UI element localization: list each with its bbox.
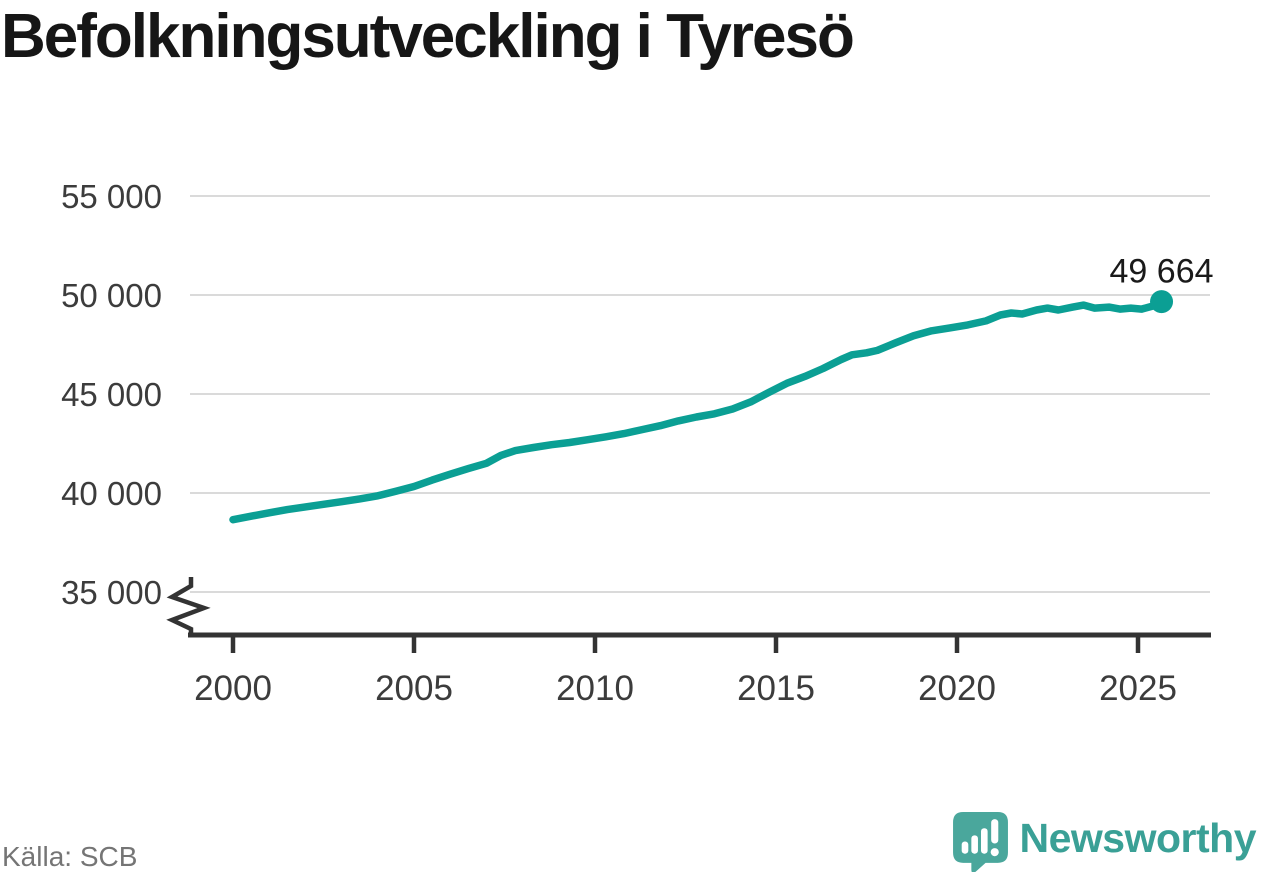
x-tick-label: 2020 xyxy=(918,669,996,708)
end-value-label: 49 664 xyxy=(1110,253,1214,291)
newsworthy-speech-bubble-bar-chart-icon xyxy=(952,812,1008,872)
newsworthy-logo: Newsworthy xyxy=(952,811,1257,872)
axis-break-icon xyxy=(166,577,211,635)
source-label: Källa: SCB xyxy=(2,841,138,872)
y-tick-label: 50 000 xyxy=(61,277,162,314)
newsworthy-logo-text: Newsworthy xyxy=(1019,815,1257,861)
x-tick-label: 2010 xyxy=(556,669,634,708)
x-tick-label: 2025 xyxy=(1099,669,1177,708)
y-tick-label: 40 000 xyxy=(61,475,162,512)
y-tick-label: 45 000 xyxy=(61,376,162,413)
population-line xyxy=(229,297,1166,524)
chart-title: Befolkningsutveckling i Tyresö xyxy=(1,2,855,71)
population-line-chart: 35 000 40 000 45 000 50 000 55 000 2000 2005 20… xyxy=(61,178,1214,708)
x-tick-label: 2000 xyxy=(194,669,272,708)
end-point-dot xyxy=(1150,290,1174,314)
y-tick-label: 35 000 xyxy=(61,574,162,611)
y-tick-label: 55 000 xyxy=(61,178,162,215)
x-tick-label: 2005 xyxy=(375,669,453,708)
x-tick-label: 2015 xyxy=(737,669,815,708)
